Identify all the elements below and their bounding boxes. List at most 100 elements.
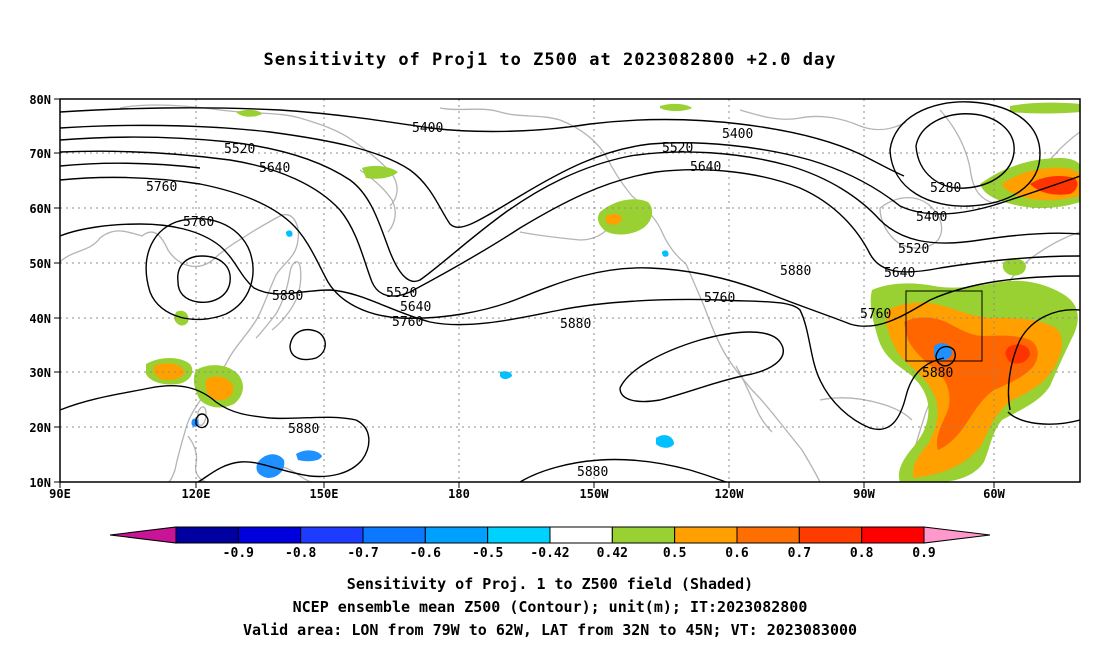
lon-label: 150W (580, 487, 610, 501)
contour-5880-mexico (619, 331, 784, 403)
contour-label: 5400 (412, 121, 443, 136)
contour-5400-north (60, 107, 905, 177)
colorbar-label: 0.6 (725, 546, 749, 561)
colorbar-swatch (798, 526, 863, 544)
contour-label: 5640 (400, 300, 431, 315)
colorbar-swatch (237, 526, 302, 544)
contour-5280-outer (889, 101, 1041, 207)
colorbar-swatch (175, 526, 239, 544)
shade-target-red (1005, 344, 1030, 364)
shade-newfoundland-green (1002, 258, 1026, 276)
contour-5880-japan-loop (289, 328, 326, 361)
lon-label: 120W (715, 487, 745, 501)
colorbar-extend-high (923, 526, 991, 544)
contour-label: 5640 (690, 160, 721, 175)
plot-frame (59, 98, 1081, 483)
contour-label: 5640 (259, 161, 290, 176)
contour-5400-south (60, 124, 1080, 228)
shade-alaska-green (660, 103, 692, 111)
caption-line-1: Sensitivity of Proj. 1 to Z500 field (Sh… (346, 575, 754, 593)
coastline-aleutians (519, 223, 613, 241)
contour-label: 5760 (146, 180, 177, 195)
lat-label: 80N (29, 93, 51, 107)
contour-label: 5880 (288, 422, 319, 437)
lat-axis-labels: 80N 70N 60N 50N 40N 30N 20N 10N (29, 93, 51, 490)
contour-label: 5880 (560, 317, 591, 332)
contour-5880-sw (60, 385, 370, 482)
lat-label: 50N (29, 257, 51, 271)
colorbar-label: 0.42 (597, 546, 628, 561)
contour-5880-east-asia (60, 223, 945, 431)
contour-label-group: 5400 5400 5280 5400 5520 5520 5640 5640 … (146, 121, 961, 480)
coastline-taiwan (197, 406, 207, 426)
shade-pacific-blue-4 (500, 371, 512, 379)
caption-line-3: Valid area: LON from 79W to 62W, LAT fro… (242, 621, 858, 639)
colorbar-swatch (549, 526, 613, 544)
contour-label: 5520 (898, 242, 929, 257)
lat-label: 70N (29, 147, 51, 161)
colorbar-label: 0.9 (912, 546, 935, 561)
coastline-arctic-islands (739, 109, 907, 131)
contour-5760-main (60, 176, 1080, 328)
lat-label: 20N (29, 421, 51, 435)
colorbar-label: -0.8 (285, 546, 316, 561)
contour-label: 5760 (704, 291, 735, 306)
contour-5520-siberia (60, 162, 201, 169)
colorbar-swatch (487, 526, 551, 544)
shade-siberia-green (236, 109, 262, 117)
coastline-kamchatka (359, 169, 396, 233)
coastline-gulf-of-mexico (819, 397, 913, 421)
colorbar-label: -0.7 (347, 546, 378, 561)
contour-label: 5520 (662, 141, 693, 156)
contour-label: 5880 (577, 465, 608, 480)
contour-5880-taiwan (195, 413, 209, 429)
contour-5280-low (915, 113, 1015, 189)
lat-label: 60N (29, 202, 51, 216)
contour-label: 5760 (860, 307, 891, 322)
lon-label: 90E (49, 487, 71, 501)
colorbar-swatch (611, 526, 676, 544)
colorbar-swatch (861, 526, 925, 544)
shade-target-blue (934, 343, 952, 361)
contour-label: 5400 (916, 210, 947, 225)
colorbar-swatch (674, 526, 738, 544)
colorbar-swatch (736, 526, 800, 544)
lon-label: 150E (310, 487, 339, 501)
colorbar-label: 0.8 (850, 546, 874, 561)
coastline-hudson-bay (879, 197, 943, 249)
lon-axis-labels: 90E 120E 150E 180 150W 120W 90W 60W (49, 487, 1005, 501)
coastline-north-america-west (685, 263, 821, 482)
graticule (60, 99, 1080, 482)
colorbar-label: 0.7 (788, 546, 811, 561)
lat-label: 10N (29, 476, 51, 490)
contour-label: 5880 (780, 264, 811, 279)
z500-contours (60, 101, 1080, 482)
contour-label: 5520 (224, 142, 255, 157)
caption-block: Sensitivity of Proj. 1 to Z500 field (Sh… (0, 573, 1100, 642)
contour-label: 5280 (930, 181, 961, 196)
colorbar-swatch (362, 526, 426, 544)
shade-kamchatka-green (362, 165, 398, 179)
coastline-baja (735, 365, 773, 433)
colorbar-label: -0.9 (223, 546, 254, 561)
contour-label: 5760 (183, 215, 214, 230)
lon-label: 60W (983, 487, 1005, 501)
contour-label: 5520 (386, 286, 417, 301)
contour-5520-north (60, 136, 1080, 283)
contour-label: 5880 (272, 289, 303, 304)
contour-5760-high (145, 217, 254, 321)
contour-5880-high-inner (177, 255, 231, 303)
contour-label: 5400 (722, 127, 753, 142)
shade-pacific-blue-3 (656, 435, 674, 448)
lon-label: 120E (182, 487, 211, 501)
shade-pacific-blue-5 (286, 230, 293, 237)
shade-pacific-blue-2 (296, 450, 322, 462)
contour-5880-atlantic (1007, 309, 1080, 425)
valid-area-box (905, 290, 983, 362)
shade-japan-orange (205, 376, 234, 400)
colorbar-label: 0.5 (663, 546, 686, 561)
colorbar: -0.9 -0.8 -0.7 -0.6 -0.5 -0.42 0.42 0.5 0.6 0.7 0.… (109, 526, 991, 561)
shade-bering-green (597, 199, 653, 235)
chart-title: Sensitivity of Proj1 to Z500 at 20230828… (263, 50, 837, 70)
